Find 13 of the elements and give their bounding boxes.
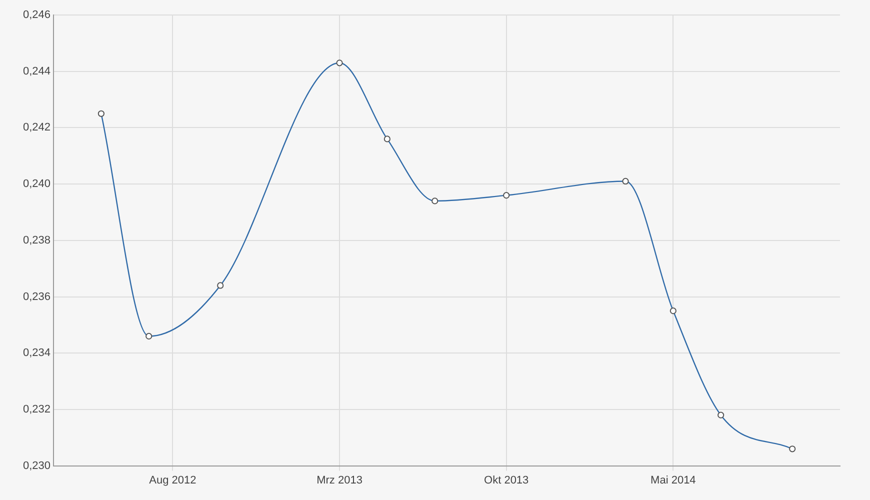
y-tick-label: 0,230	[22, 460, 51, 472]
x-tick-label: Okt 2013	[484, 474, 529, 486]
x-tick-label: Mrz 2013	[316, 474, 362, 486]
y-tick-label: 0,244	[22, 65, 51, 78]
y-tick-label: 0,232	[22, 403, 51, 416]
y-tick-label: 0,238	[22, 234, 51, 246]
y-tick-label: 0,246	[22, 9, 51, 22]
y-tick-label: 0,236	[22, 290, 51, 303]
x-tick-label: Aug 2012	[149, 474, 196, 486]
y-tick-label: 0,242	[22, 122, 51, 134]
y-tick-label: 0,240	[22, 178, 51, 190]
y-tick-label: 0,234	[22, 347, 51, 360]
x-tick-label: Mai 2014	[650, 474, 696, 486]
